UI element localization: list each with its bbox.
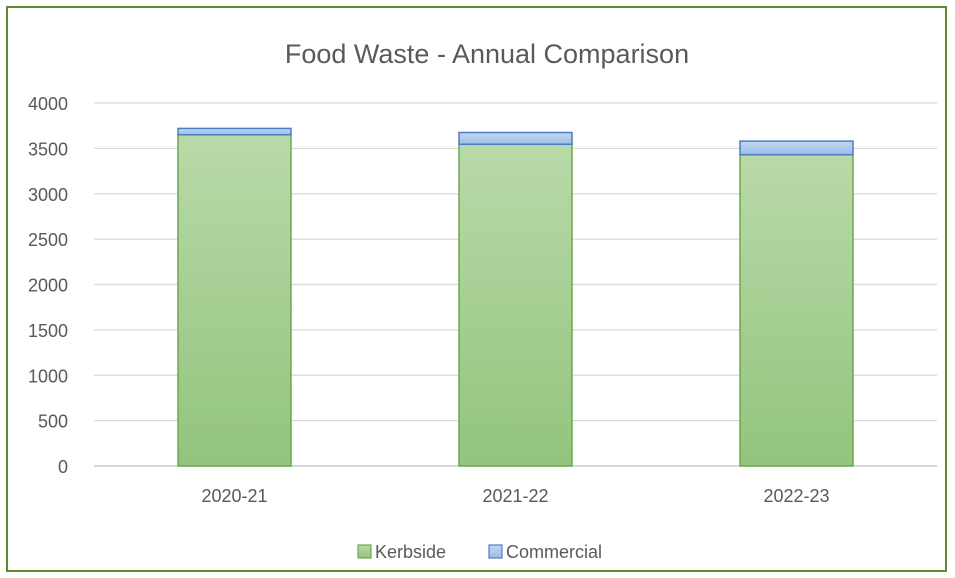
y-tick-label: 3500	[28, 139, 68, 159]
y-tick-label: 4000	[28, 94, 68, 114]
legend: Kerbside Commercial	[357, 542, 602, 562]
y-tick-label: 2000	[28, 276, 68, 296]
bar-commercial-2022-23	[739, 140, 854, 156]
y-tick-label: 0	[58, 457, 68, 477]
y-tick-label: 500	[38, 412, 68, 432]
kerbside-legend-swatch	[357, 544, 372, 559]
x-tick-label: 2020-21	[201, 486, 267, 506]
commercial-legend-label: Commercial	[506, 542, 602, 562]
y-tick-label: 3000	[28, 185, 68, 205]
bars	[177, 127, 854, 467]
kerbside-legend-label: Kerbside	[375, 542, 446, 562]
bar-kerbside-2022-23	[739, 153, 854, 467]
y-axis-ticks: 0 500 1000 1500 2000 2500 3000 3500 4000	[28, 94, 68, 477]
x-tick-label: 2022-23	[763, 486, 829, 506]
y-tick-label: 1500	[28, 321, 68, 341]
y-tick-label: 2500	[28, 230, 68, 250]
chart-title: Food Waste - Annual Comparison	[285, 39, 689, 69]
bar-kerbside-2020-21	[177, 134, 292, 467]
commercial-legend-swatch	[488, 544, 503, 559]
x-axis-ticks: 2020-21 2021-22 2022-23	[201, 486, 829, 506]
bar-commercial-2021-22	[458, 131, 573, 146]
bar-kerbside-2021-22	[458, 143, 573, 467]
y-tick-label: 1000	[28, 366, 68, 386]
bar-commercial-2020-21	[177, 127, 292, 136]
x-tick-label: 2021-22	[482, 486, 548, 506]
